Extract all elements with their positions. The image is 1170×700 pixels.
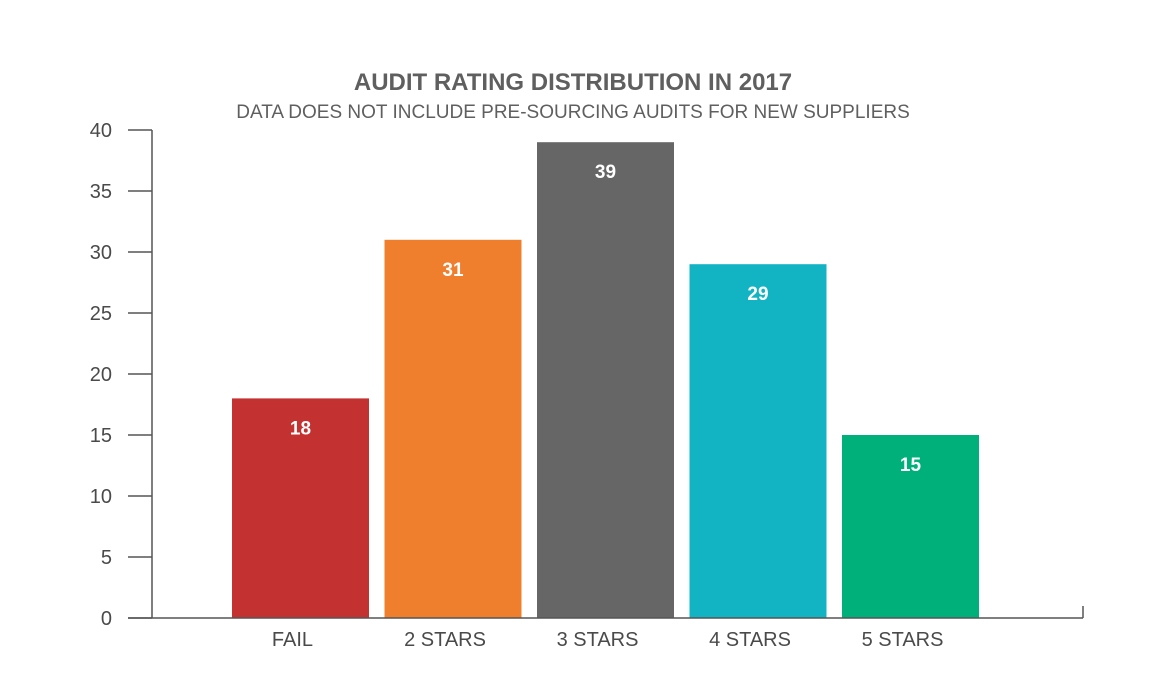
- y-tick-label: 20: [90, 364, 112, 386]
- x-category-label: 2 STARS: [404, 629, 486, 651]
- y-tick-label: 30: [90, 242, 112, 264]
- bar-data-label: 31: [442, 260, 464, 281]
- y-tick-label: 40: [90, 120, 112, 142]
- bar-5-stars: [842, 435, 979, 618]
- chart-subtitle: DATA DOES NOT INCLUDE PRE-SOURCING AUDIT…: [236, 102, 910, 123]
- y-tick-label: 35: [90, 181, 112, 203]
- x-category-label: FAIL: [272, 629, 313, 651]
- y-tick-label: 10: [90, 486, 112, 508]
- bar-data-label: 39: [595, 162, 616, 183]
- x-axis: FAIL 2 STARS 3 STARS 4 STARS 5 STARS: [128, 606, 1084, 651]
- bar-fail: [232, 398, 369, 618]
- bar-4-stars: [689, 264, 827, 618]
- y-tick-label: 25: [90, 303, 112, 325]
- bar-2-stars: [384, 239, 522, 619]
- y-tick-label: 0: [101, 608, 112, 630]
- bars-group: 18 31 39 29 15: [232, 142, 979, 619]
- y-axis: 0 5 10 15 20 25 30 35 40: [90, 120, 153, 630]
- y-tick-label: 5: [101, 547, 112, 569]
- bar-3-stars: [537, 142, 674, 618]
- y-tick-label: 15: [90, 425, 112, 447]
- chart-title: AUDIT RATING DISTRIBUTION IN 2017: [354, 69, 792, 96]
- bar-data-label: 15: [900, 455, 922, 476]
- x-category-label: 4 STARS: [709, 629, 791, 651]
- bar-data-label: 29: [747, 284, 768, 305]
- x-category-label: 5 STARS: [862, 629, 944, 651]
- bar-data-label: 18: [290, 418, 311, 439]
- x-category-label: 3 STARS: [557, 629, 639, 651]
